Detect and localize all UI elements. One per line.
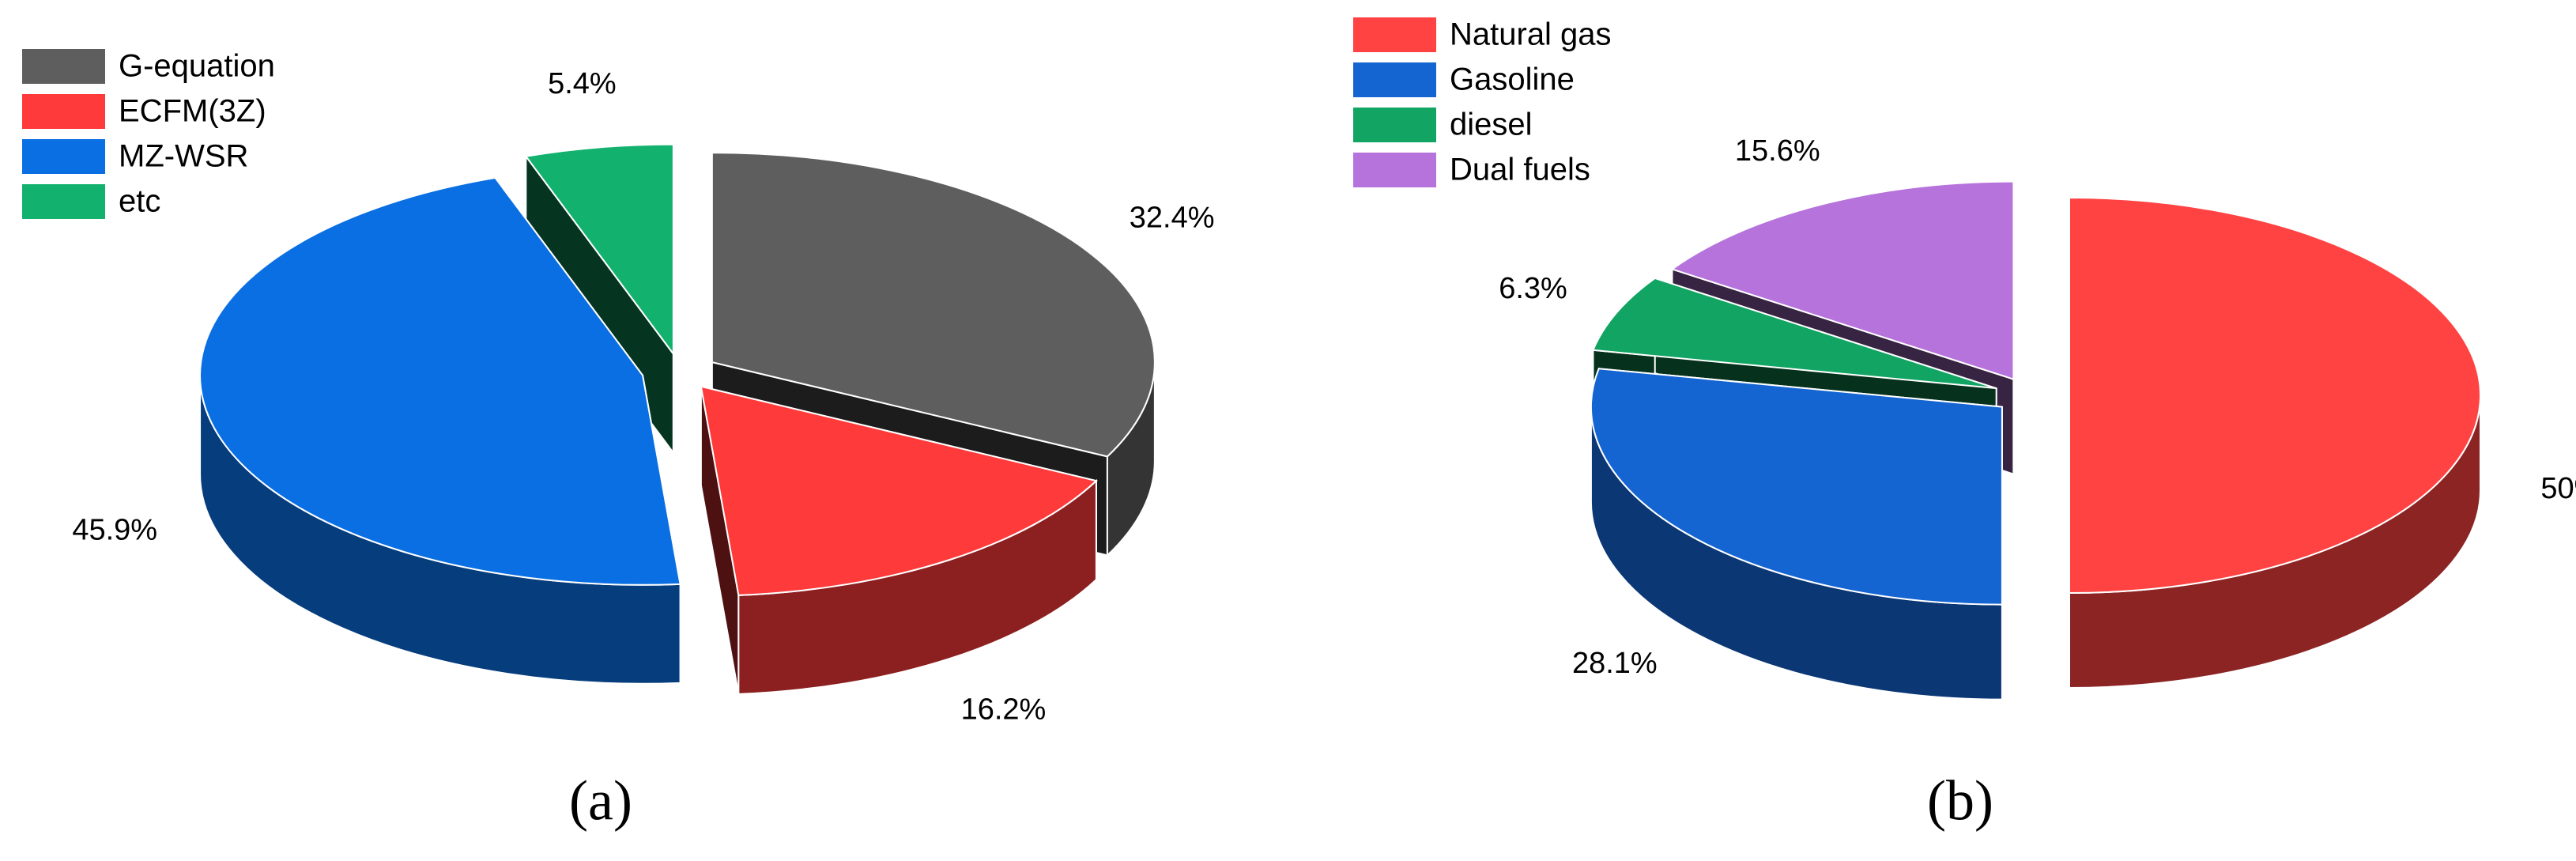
legend-label: Gasoline bbox=[1450, 62, 1575, 97]
legend-swatch bbox=[1353, 108, 1436, 142]
pie-slice bbox=[199, 176, 681, 586]
legend-swatch bbox=[1353, 153, 1436, 187]
legend-label: Dual fuels bbox=[1450, 153, 1590, 187]
pie-slice bbox=[1592, 277, 1997, 390]
data-label: 50% bbox=[2540, 472, 2576, 505]
caption: (b) bbox=[1927, 769, 1993, 833]
legend-swatch bbox=[1353, 62, 1436, 97]
data-label: 6.3% bbox=[1499, 272, 1567, 305]
data-label: 15.6% bbox=[1735, 134, 1820, 168]
data-label: 32.4% bbox=[1130, 201, 1215, 234]
pie-slice bbox=[1670, 180, 2015, 381]
legend-label: MZ-WSR bbox=[119, 139, 248, 174]
legend-swatch bbox=[22, 139, 105, 174]
data-label: 5.4% bbox=[548, 67, 617, 100]
legend-label: diesel bbox=[1450, 108, 1533, 142]
data-label: 28.1% bbox=[1572, 647, 1658, 680]
pie-slice bbox=[1590, 368, 2003, 606]
legend-swatch bbox=[22, 94, 105, 129]
pie-slice bbox=[700, 385, 1098, 596]
legend-swatch bbox=[1353, 17, 1436, 52]
data-label: 16.2% bbox=[961, 693, 1047, 726]
legend-label: etc bbox=[119, 184, 160, 219]
legend-swatch bbox=[22, 184, 105, 219]
legend-label: ECFM(3Z) bbox=[119, 94, 266, 129]
legend-label: Natural gas bbox=[1450, 17, 1612, 52]
pie-slice bbox=[524, 143, 674, 357]
pie-slice bbox=[711, 152, 1156, 458]
legend-label: G-equation bbox=[119, 49, 275, 84]
data-label: 45.9% bbox=[72, 513, 157, 546]
pie-slice bbox=[2069, 196, 2481, 595]
legend-swatch bbox=[22, 49, 105, 84]
caption: (a) bbox=[569, 769, 632, 833]
